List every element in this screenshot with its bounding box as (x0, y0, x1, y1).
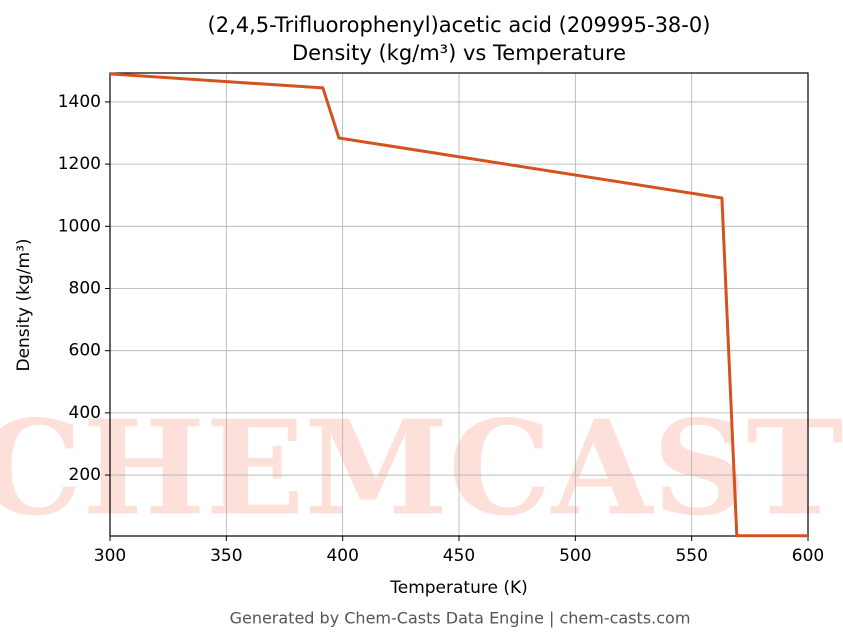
x-tick-label: 550 (675, 546, 707, 566)
y-tick-label: 200 (69, 465, 101, 485)
y-axis-label: Density (kg/m³) (14, 238, 34, 371)
y-tick-label: 1400 (58, 92, 101, 112)
x-tick-label: 450 (443, 546, 475, 566)
x-tick-label: 350 (210, 546, 242, 566)
y-tick-label: 1200 (58, 154, 101, 174)
x-axis-label: Temperature (K) (389, 578, 528, 598)
x-tick-label: 600 (792, 546, 824, 566)
chart-title: (2,4,5-Trifluorophenyl)acetic acid (2099… (208, 13, 711, 37)
y-tick-label: 400 (69, 403, 101, 423)
x-tick-label: 400 (326, 546, 358, 566)
chart-subtitle: Density (kg/m³) vs Temperature (292, 41, 626, 65)
footer: Generated by Chem-Casts Data Engine | ch… (230, 609, 691, 628)
x-tick-label: 500 (559, 546, 591, 566)
x-tick-label: 300 (94, 546, 126, 566)
watermark: CHEMCASTS (0, 392, 843, 545)
y-tick-label: 600 (69, 341, 101, 361)
data-line (109, 72, 808, 538)
plot-frame (109, 72, 809, 537)
y-tick-label: 800 (69, 278, 101, 298)
y-tick-label: 1000 (58, 216, 101, 236)
